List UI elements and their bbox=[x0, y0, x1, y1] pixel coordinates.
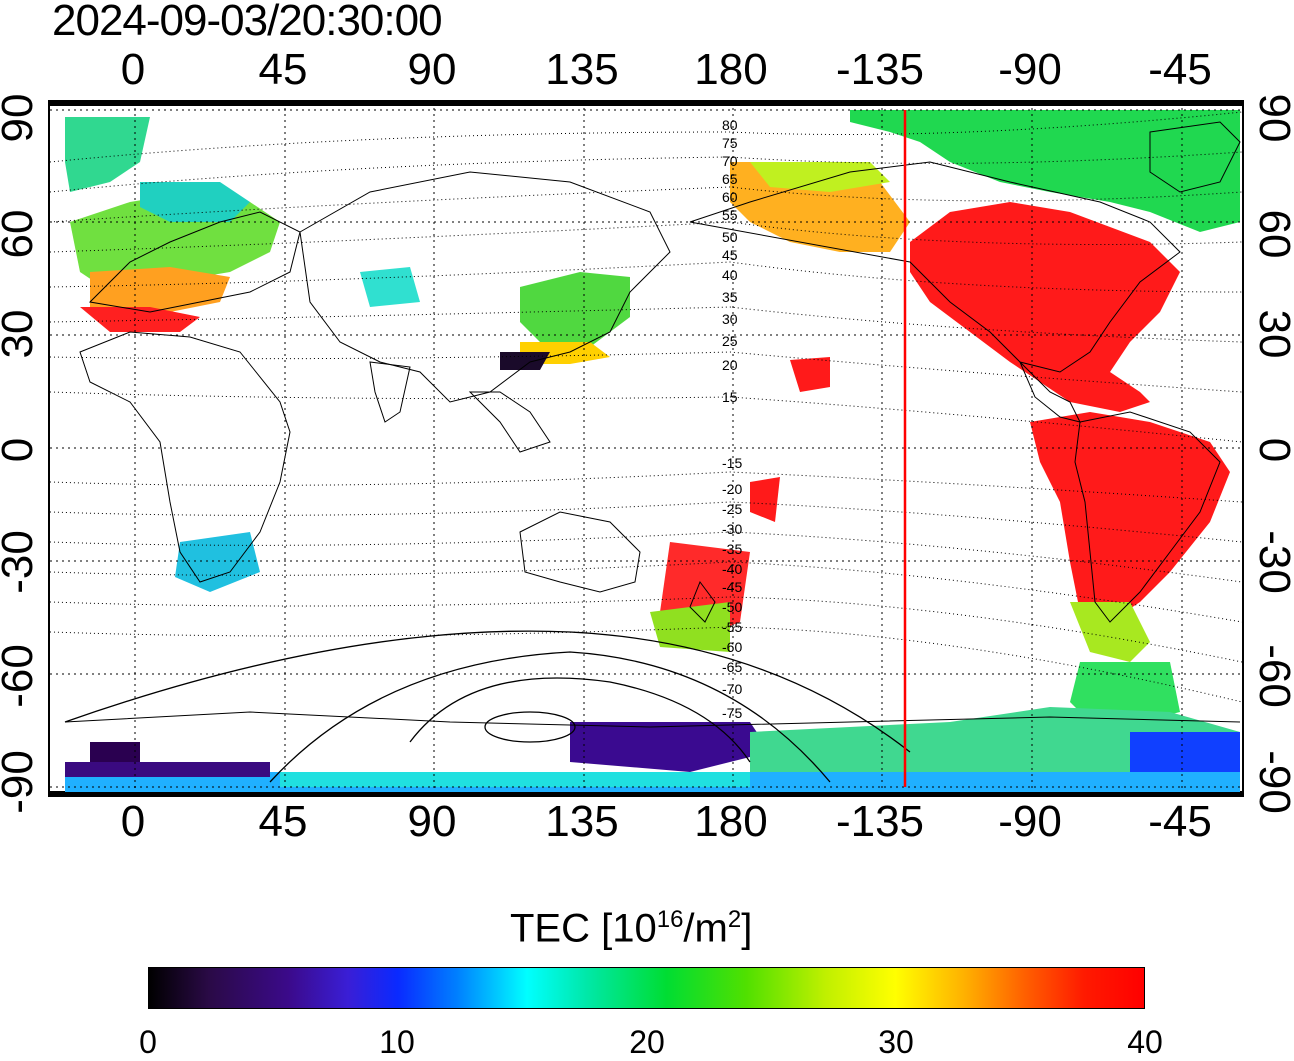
contour-label: 75 bbox=[722, 135, 738, 151]
tec-region bbox=[280, 772, 750, 787]
contour-label: -30 bbox=[722, 521, 742, 537]
tec-region bbox=[500, 352, 550, 370]
lat-tick-right: 30 bbox=[1250, 309, 1294, 359]
tec-colorbar bbox=[148, 967, 1145, 1009]
contour-label: 20 bbox=[722, 357, 738, 373]
tec-region bbox=[360, 267, 420, 307]
contour-label: 55 bbox=[722, 207, 738, 223]
lat-tick-right: -60 bbox=[1250, 644, 1294, 708]
map-timestamp: 2024-09-03/20:30:00 bbox=[52, 0, 443, 45]
tec-region bbox=[90, 742, 140, 762]
lon-tick-top: 45 bbox=[258, 45, 308, 94]
contour-label: 25 bbox=[722, 333, 738, 349]
contour-label: -45 bbox=[722, 579, 742, 595]
lat-tick-left: 90 bbox=[0, 93, 42, 143]
contour-label: -75 bbox=[722, 705, 742, 721]
tec-map-svg: 80 75 70 65 60 55 50 45 40 35 30 25 20 1… bbox=[50, 102, 1242, 795]
lon-tick-bottom: 135 bbox=[545, 797, 619, 846]
tec-region bbox=[570, 722, 770, 772]
lat-tick-right: 60 bbox=[1250, 209, 1294, 259]
lat-tick-left: 30 bbox=[0, 309, 42, 359]
tec-region bbox=[520, 512, 640, 592]
tec-region bbox=[140, 182, 250, 222]
lon-tick-bottom: 90 bbox=[407, 797, 457, 846]
contour-label: 35 bbox=[722, 289, 738, 305]
colorbar-tick: 0 bbox=[139, 1024, 157, 1060]
lon-tick-top: 135 bbox=[545, 45, 619, 94]
lon-tick-top: -90 bbox=[998, 45, 1062, 94]
contour-label: -25 bbox=[722, 501, 742, 517]
tec-region bbox=[65, 762, 270, 777]
lon-tick-top: -135 bbox=[835, 45, 925, 94]
tec-map: 80 75 70 65 60 55 50 45 40 35 30 25 20 1… bbox=[48, 100, 1244, 797]
tec-region bbox=[650, 602, 730, 652]
contour-label: 50 bbox=[722, 229, 738, 245]
tec-region bbox=[850, 110, 1240, 232]
lat-tick-right: -30 bbox=[1250, 530, 1294, 594]
contour-label: -55 bbox=[722, 619, 742, 635]
frame-bar-top bbox=[50, 102, 1242, 106]
contour-label: 40 bbox=[722, 267, 738, 283]
lat-tick-left: -90 bbox=[0, 750, 42, 814]
lat-tick-right: -90 bbox=[1250, 750, 1294, 814]
tec-region bbox=[750, 477, 780, 522]
lon-tick-bottom: -90 bbox=[998, 797, 1062, 846]
tec-region bbox=[80, 307, 200, 332]
contour-label: -65 bbox=[722, 659, 742, 675]
lat-tick-left: -60 bbox=[0, 644, 42, 708]
tec-region bbox=[750, 162, 890, 192]
lon-tick-bottom: 180 bbox=[694, 797, 768, 846]
contour-label: 30 bbox=[722, 311, 738, 327]
contour-label: -60 bbox=[722, 639, 742, 655]
tec-region bbox=[520, 272, 630, 347]
lat-tick-right: 90 bbox=[1250, 93, 1294, 143]
tec-region bbox=[1070, 602, 1150, 662]
contour-label: 15 bbox=[722, 389, 738, 405]
lon-tick-bottom: -135 bbox=[835, 797, 925, 846]
frame-bar-bottom bbox=[50, 791, 1242, 795]
contour-labels: 80 75 70 65 60 55 50 45 40 35 30 25 20 1… bbox=[722, 117, 742, 721]
contour-label: -40 bbox=[722, 561, 742, 577]
lat-tick-left: 60 bbox=[0, 209, 42, 259]
lon-tick-top: 180 bbox=[694, 45, 768, 94]
lat-tick-right: 0 bbox=[1250, 400, 1294, 500]
tec-region bbox=[1030, 412, 1230, 622]
lat-tick-left: -30 bbox=[0, 530, 42, 594]
lon-tick-bottom: -45 bbox=[1148, 797, 1212, 846]
tec-data-regions bbox=[65, 110, 1240, 792]
colorbar-tick: 10 bbox=[379, 1024, 415, 1060]
tec-region bbox=[65, 117, 150, 192]
colorbar-title: TEC [1016/m2] bbox=[510, 906, 753, 951]
contours bbox=[50, 111, 1242, 703]
lon-tick-bottom: 0 bbox=[120, 797, 146, 846]
colorbar-tick: 20 bbox=[629, 1024, 665, 1060]
contour-label: -70 bbox=[722, 681, 742, 697]
colorbar-tick: 30 bbox=[878, 1024, 914, 1060]
contour-label: 80 bbox=[722, 117, 738, 133]
colorbar-tick: 40 bbox=[1127, 1024, 1163, 1060]
south-pole-contours bbox=[64, 630, 911, 783]
tec-region bbox=[910, 202, 1180, 412]
contour-label: -20 bbox=[722, 481, 742, 497]
contour-label: 60 bbox=[722, 189, 738, 205]
contour-label: -50 bbox=[722, 599, 742, 615]
tec-region bbox=[750, 707, 1240, 772]
tec-region bbox=[1130, 732, 1240, 772]
lon-tick-top: 90 bbox=[407, 45, 457, 94]
contour-label: -35 bbox=[722, 541, 742, 557]
contour-label: -15 bbox=[722, 455, 742, 471]
contour-label: 70 bbox=[722, 153, 738, 169]
tec-region bbox=[175, 532, 260, 592]
lon-tick-top: -45 bbox=[1148, 45, 1212, 94]
tec-region bbox=[790, 357, 830, 392]
lat-tick-left: 0 bbox=[0, 400, 42, 500]
lon-tick-bottom: 45 bbox=[258, 797, 308, 846]
lon-tick-top: 0 bbox=[120, 45, 146, 94]
graticule bbox=[50, 102, 1242, 795]
contour-label: 65 bbox=[722, 171, 738, 187]
contour-label: 45 bbox=[722, 247, 738, 263]
coastlines bbox=[64, 121, 1241, 728]
